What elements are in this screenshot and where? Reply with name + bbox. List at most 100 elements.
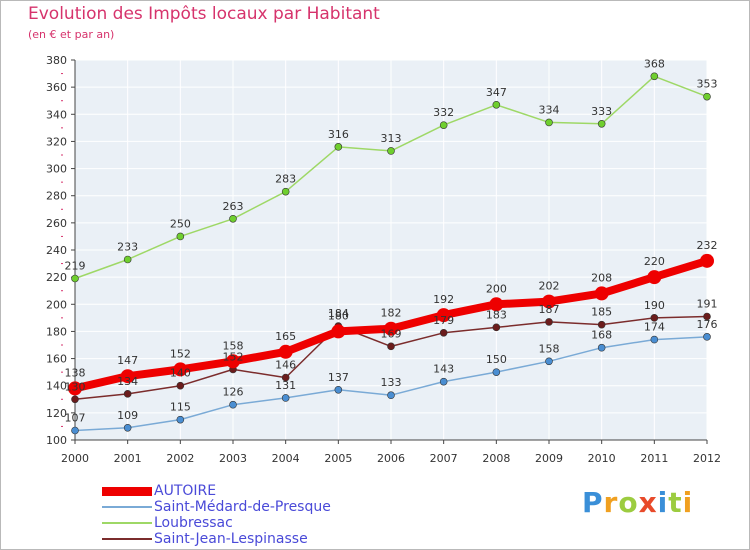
data-point-autoire (120, 369, 135, 384)
data-point-autoire (331, 324, 346, 339)
data-label-saint-jean: 187 (539, 303, 560, 316)
data-label-saint-medard: 168 (591, 329, 612, 342)
legend-swatch-saint-jean (102, 538, 152, 540)
data-point-loubressac (71, 274, 79, 283)
data-point-autoire (384, 321, 398, 336)
legend-label-loubressac: Loubressac (154, 515, 233, 531)
data-label-saint-jean: 179 (433, 314, 454, 327)
data-point-saint-medard (703, 333, 711, 341)
data-point-saint-medard (123, 423, 132, 432)
data-point-saint-medard (281, 394, 290, 402)
data-point-autoire (278, 344, 293, 359)
data-point-loubressac (650, 72, 659, 81)
data-point-saint-medard (597, 343, 606, 352)
data-label-loubressac: 263 (223, 200, 244, 213)
data-label-loubressac: 353 (697, 78, 718, 91)
data-point-saint-jean (650, 314, 659, 322)
chart-subtitle: (en € et par an) (28, 28, 115, 41)
data-label-saint-jean: 190 (644, 299, 665, 312)
data-point-autoire (68, 381, 82, 396)
data-label-autoire: 200 (486, 282, 507, 295)
y-tick-label: 180 (46, 325, 67, 338)
y-tick-label: 340 (46, 108, 67, 121)
y-tick-label: 240 (46, 244, 67, 257)
y-tick-label: 100 (46, 434, 67, 447)
data-point-saint-jean (387, 342, 395, 351)
data-point-loubressac (334, 143, 343, 151)
legend-swatch-saint-medard (102, 506, 152, 508)
data-label-loubressac: 347 (486, 86, 507, 99)
data-point-saint-medard (176, 415, 185, 424)
x-tick-label: 2005 (324, 452, 352, 465)
logo-letter: P (582, 486, 604, 519)
x-tick-label: 2002 (166, 452, 194, 465)
logo-letter: t (668, 486, 683, 519)
data-label-autoire: 192 (433, 293, 454, 306)
data-label-saint-medard: 176 (697, 318, 718, 331)
data-point-saint-medard (650, 335, 659, 344)
data-point-saint-medard (545, 357, 553, 366)
proxiti-logo: Proxiti (582, 486, 693, 519)
data-label-saint-medard: 158 (539, 342, 560, 355)
logo-letter: o (618, 486, 639, 519)
y-tick-label: 280 (46, 190, 67, 203)
x-tick-label: 2011 (640, 452, 668, 465)
data-label-loubressac: 283 (275, 173, 296, 186)
data-label-autoire: 138 (65, 366, 86, 379)
data-point-loubressac (387, 147, 395, 155)
data-label-autoire: 158 (223, 339, 244, 352)
x-tick-label: 2010 (588, 452, 616, 465)
data-point-autoire (226, 354, 240, 369)
y-tick-label: 300 (46, 163, 67, 176)
data-point-saint-medard (439, 377, 448, 386)
data-point-autoire (647, 270, 662, 285)
y-tick-label: 360 (46, 81, 67, 94)
data-point-saint-jean (545, 318, 553, 326)
data-point-saint-jean (439, 328, 448, 337)
data-point-loubressac (176, 232, 185, 241)
data-label-saint-jean: 130 (65, 380, 86, 393)
data-label-loubressac: 313 (381, 132, 402, 145)
data-point-saint-medard (334, 385, 343, 394)
data-label-loubressac: 316 (328, 128, 349, 141)
y-tick-label: 120 (46, 407, 67, 420)
y-tick-label: 160 (46, 353, 67, 366)
data-label-autoire: 202 (539, 280, 560, 293)
data-label-loubressac: 233 (117, 241, 138, 254)
data-label-saint-jean: 184 (328, 307, 349, 320)
data-point-saint-medard (71, 426, 79, 435)
data-point-saint-jean (176, 381, 185, 390)
legend-swatch-autoire (102, 487, 152, 496)
data-point-loubressac (281, 187, 290, 196)
data-label-saint-jean: 191 (697, 298, 718, 311)
data-label-saint-medard: 133 (381, 376, 402, 389)
data-point-loubressac (229, 214, 237, 223)
y-tick-label: 220 (46, 271, 67, 284)
data-label-saint-medard: 137 (328, 371, 349, 384)
data-label-autoire: 165 (275, 330, 296, 343)
data-label-saint-jean: 185 (591, 306, 612, 319)
chart-title: Evolution des Impôts locaux par Habitant (28, 4, 380, 24)
data-label-autoire: 232 (697, 239, 718, 252)
data-label-loubressac: 368 (644, 57, 665, 70)
data-point-loubressac (123, 255, 132, 264)
data-label-saint-medard: 174 (644, 321, 665, 334)
data-label-saint-medard: 150 (486, 353, 507, 366)
data-point-saint-jean (123, 390, 132, 398)
data-point-loubressac (439, 121, 448, 129)
legend-label-autoire: AUTOIRE (154, 483, 217, 499)
data-label-loubressac: 219 (65, 260, 86, 273)
x-tick-label: 2007 (430, 452, 458, 465)
data-label-saint-medard: 115 (170, 401, 191, 414)
logo-letter: i (657, 486, 669, 519)
data-point-loubressac (492, 100, 501, 109)
x-tick-label: 2006 (377, 452, 405, 465)
y-tick-label: 380 (46, 54, 67, 67)
x-tick-label: 2003 (219, 452, 247, 465)
data-point-saint-jean (492, 323, 501, 332)
logo-letter: i (682, 486, 694, 519)
legend-label-saint-jean: Saint-Jean-Lespinasse (154, 531, 308, 547)
x-tick-label: 2000 (61, 452, 89, 465)
data-label-loubressac: 332 (433, 106, 454, 119)
